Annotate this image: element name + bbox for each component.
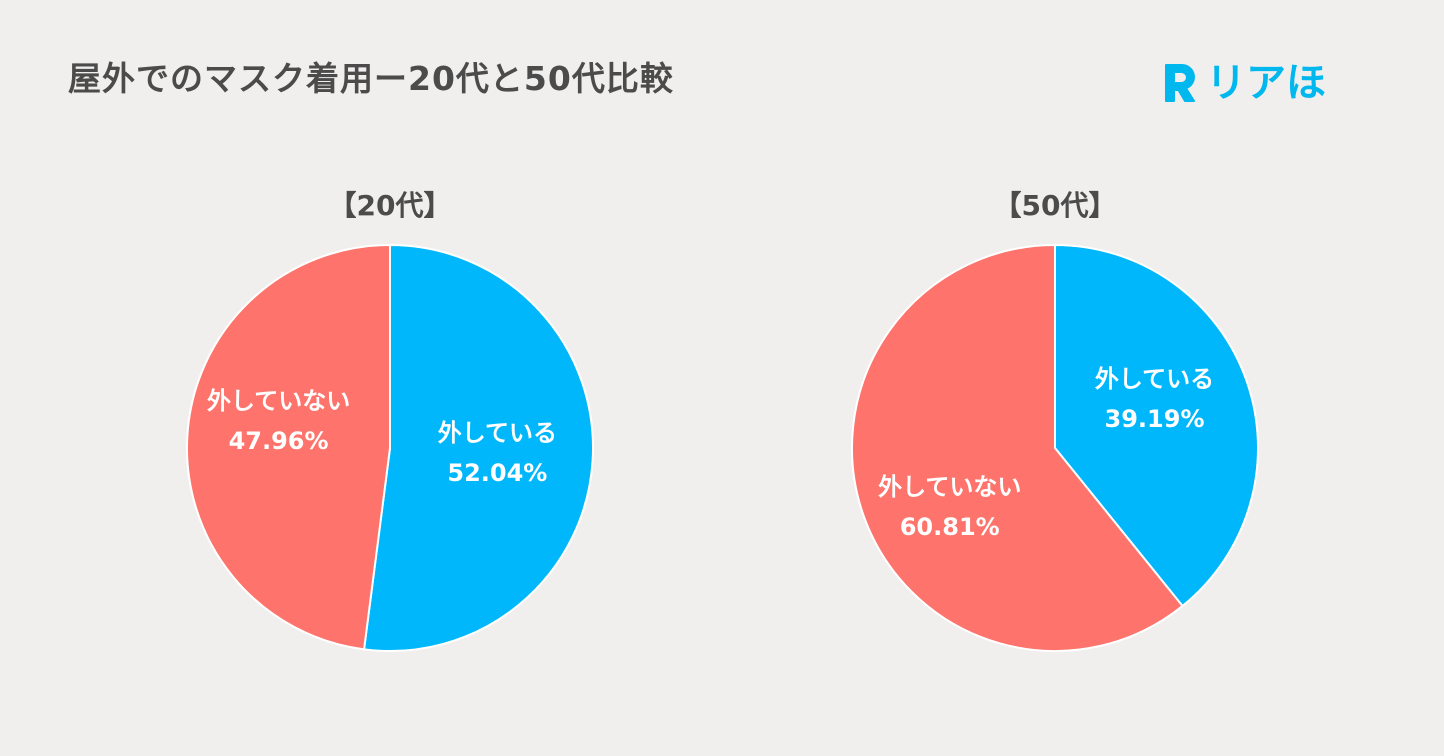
slice-label-20s-1: 外していない [207, 387, 350, 415]
pie-slice-50s-1 [851, 243, 1184, 652]
chart-title-50s: 【50代】 [993, 189, 1117, 222]
slice-label-20s-0: 外している [438, 419, 557, 447]
pie-slice-50s-0 [1054, 243, 1259, 608]
slice-value-50s-0: 39.19% [1105, 405, 1205, 433]
slice-value-20s-1: 47.96% [229, 427, 329, 455]
pie-slice-20s-1 [186, 243, 391, 651]
slice-value-20s-0: 52.04% [447, 459, 547, 487]
logo-r-icon [1165, 64, 1195, 102]
slice-value-50s-1: 60.81% [900, 513, 1000, 541]
pie-slice-20s-0 [362, 243, 594, 652]
logo-text: リアほ [1206, 60, 1326, 106]
chart-title-20s: 【20代】 [328, 189, 452, 222]
slice-label-50s-1: 外していない [878, 473, 1021, 501]
page-title: 屋外でのマスク着用ー20代と50代比較 [68, 59, 674, 98]
brand-logo: リアほ [1158, 58, 1326, 108]
slice-label-50s-0: 外している [1095, 365, 1214, 393]
